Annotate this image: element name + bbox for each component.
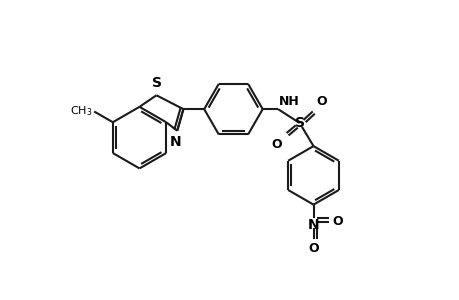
Text: O: O bbox=[271, 138, 281, 151]
Text: S: S bbox=[152, 76, 162, 90]
Text: O: O bbox=[316, 94, 326, 108]
Text: CH$_3$: CH$_3$ bbox=[70, 104, 92, 118]
Text: NH: NH bbox=[278, 94, 299, 108]
Text: N: N bbox=[169, 135, 181, 149]
Text: S: S bbox=[294, 116, 304, 130]
Text: O: O bbox=[308, 242, 318, 255]
Text: O: O bbox=[331, 215, 342, 228]
Text: N: N bbox=[307, 218, 319, 233]
